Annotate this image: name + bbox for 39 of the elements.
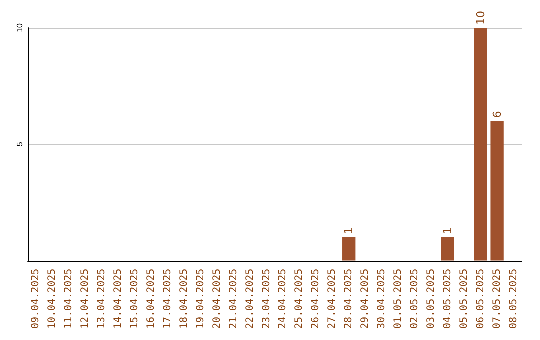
x-tick-label: 11.04.2025 <box>64 268 75 330</box>
x-tick-label: 08.05.2025 <box>508 268 520 330</box>
x-tick-label: 23.04.2025 <box>261 268 272 330</box>
x-tick-label: 29.04.2025 <box>360 268 372 330</box>
x-tick-label: 30.04.2025 <box>376 268 388 330</box>
x-tick-label: 25.04.2025 <box>294 268 306 330</box>
x-tick-label: 10.04.2025 <box>47 268 58 330</box>
x-tick-label: 26.04.2025 <box>310 268 322 330</box>
bar <box>441 238 454 261</box>
x-tick-label: 05.05.2025 <box>458 268 470 330</box>
x-tick-label: 21.04.2025 <box>228 268 240 330</box>
data-label: 1 <box>342 228 356 235</box>
x-tick-label: 20.04.2025 <box>212 268 223 330</box>
x-tick-label: 02.05.2025 <box>409 268 420 330</box>
x-tick-label: 22.04.2025 <box>244 268 256 330</box>
x-tick-label: 06.05.2025 <box>475 268 486 330</box>
x-tick-label: 03.05.2025 <box>426 268 437 330</box>
x-tick-label: 17.04.2025 <box>162 268 174 330</box>
x-tick-label: 07.05.2025 <box>492 268 503 330</box>
x-tick-label: 24.04.2025 <box>278 268 289 330</box>
x-tick-label: 04.05.2025 <box>442 268 454 330</box>
x-tick-label: 18.04.2025 <box>178 268 190 330</box>
x-tick-label: 19.04.2025 <box>195 268 206 330</box>
x-tick-label: 16.04.2025 <box>146 268 157 330</box>
bar <box>474 28 488 261</box>
x-tick-label: 14.04.2025 <box>113 268 124 330</box>
bar <box>490 121 504 261</box>
x-tick-label: 27.04.2025 <box>327 268 338 330</box>
x-tick-label: 12.04.2025 <box>80 268 92 330</box>
data-label: 1 <box>441 228 454 235</box>
data-label: 10 <box>474 11 488 25</box>
x-tick-label: 01.05.2025 <box>393 268 404 330</box>
data-label: 6 <box>490 111 504 118</box>
x-tick-label: 15.04.2025 <box>130 268 141 330</box>
x-tick-label: 09.04.2025 <box>30 268 42 330</box>
bar <box>342 238 356 261</box>
y-tick-label: 5 <box>16 142 24 147</box>
x-tick-label: 13.04.2025 <box>96 268 108 330</box>
x-tick-label: 28.04.2025 <box>344 268 355 330</box>
